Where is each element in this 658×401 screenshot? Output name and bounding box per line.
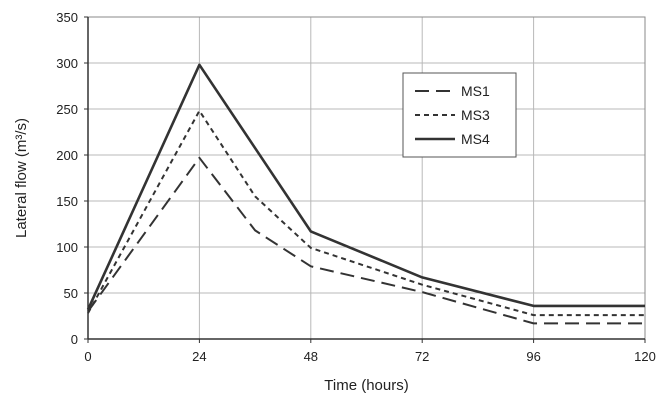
y-tick-label: 0 bbox=[71, 332, 78, 347]
x-tick-label: 72 bbox=[415, 349, 429, 364]
grid bbox=[87, 16, 646, 340]
x-tick-label: 24 bbox=[192, 349, 206, 364]
y-tick-label: 50 bbox=[64, 286, 78, 301]
x-tick-label: 0 bbox=[84, 349, 91, 364]
x-axis-ticks: 0 24 48 72 96 120 bbox=[84, 339, 656, 364]
y-tick-label: 300 bbox=[56, 56, 78, 71]
plot-frame bbox=[87, 16, 646, 340]
legend: MS1 MS3 MS4 bbox=[402, 72, 517, 158]
y-tick-label: 200 bbox=[56, 148, 78, 163]
plot-border bbox=[87, 16, 646, 340]
series-line-ms1 bbox=[87, 156, 645, 325]
x-tick-label: 96 bbox=[526, 349, 540, 364]
x-tick-label: 48 bbox=[304, 349, 318, 364]
series-line-ms4 bbox=[86, 63, 645, 311]
y-tick-label: 350 bbox=[56, 10, 78, 25]
series-line-ms3 bbox=[87, 109, 645, 317]
y-axis-label: Lateral flow (m³/s) bbox=[13, 118, 30, 238]
legend-label-ms1: MS1 bbox=[461, 83, 490, 99]
legend-label-ms4: MS4 bbox=[461, 131, 490, 147]
legend-box bbox=[402, 72, 517, 158]
legend-label-ms3: MS3 bbox=[461, 107, 490, 123]
x-tick-label: 120 bbox=[634, 349, 656, 364]
y-tick-label: 100 bbox=[56, 240, 78, 255]
x-axis-label: Time (hours) bbox=[324, 377, 408, 394]
y-tick-label: 250 bbox=[56, 102, 78, 117]
y-axis-ticks: 0 50 100 150 200 250 300 350 bbox=[56, 10, 88, 347]
y-tick-label: 150 bbox=[56, 194, 78, 209]
series-layer bbox=[86, 63, 645, 325]
